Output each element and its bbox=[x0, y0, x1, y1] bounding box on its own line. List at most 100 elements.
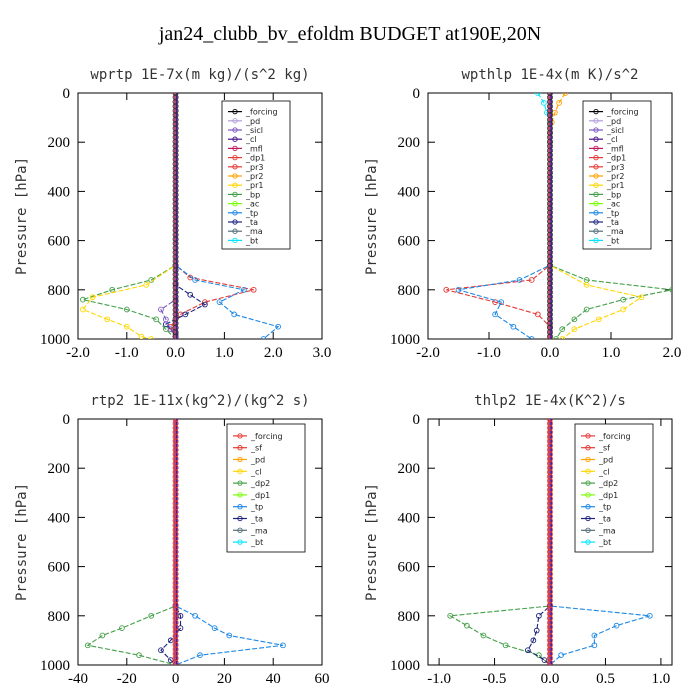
zero-profile-marker bbox=[172, 593, 179, 600]
series-point bbox=[556, 99, 563, 106]
legend-entry: _cl bbox=[606, 135, 618, 144]
series-point bbox=[280, 642, 286, 649]
series-point bbox=[447, 612, 454, 619]
zero-profile-marker bbox=[547, 544, 554, 551]
zero-profile-marker bbox=[172, 275, 179, 282]
zero-profile-marker bbox=[547, 98, 554, 105]
series-point bbox=[480, 632, 487, 639]
y-tick-label: 1000 bbox=[40, 658, 70, 674]
legend-entry: _pr2 bbox=[606, 172, 624, 181]
zero-profile-marker bbox=[547, 200, 554, 207]
zero-profile-marker bbox=[547, 324, 554, 331]
panel-title: rtp2 1E-11x(kg^2)/(kg^2 s) bbox=[90, 393, 309, 409]
series-point bbox=[119, 625, 125, 631]
zero-profile-marker bbox=[172, 293, 179, 300]
x-tick-label: -2.0 bbox=[66, 345, 90, 361]
legend-marker bbox=[232, 219, 238, 225]
zero-profile-marker bbox=[547, 187, 554, 194]
zero-profile-marker bbox=[547, 311, 554, 318]
zero-profile-marker bbox=[172, 455, 179, 462]
zero-profile-marker bbox=[547, 655, 554, 662]
zero-profile-marker bbox=[547, 182, 554, 189]
zero-profile-marker bbox=[172, 584, 179, 591]
series-point bbox=[202, 301, 208, 308]
zero-profile-marker bbox=[547, 504, 554, 511]
series-point bbox=[559, 326, 566, 333]
zero-profile-marker bbox=[547, 460, 554, 467]
series-point bbox=[541, 657, 548, 663]
series-point bbox=[534, 311, 541, 318]
zero-profile-marker bbox=[172, 469, 179, 476]
zero-profile-marker bbox=[547, 93, 553, 96]
legend-entry: _pd bbox=[245, 117, 260, 126]
zero-profile-marker bbox=[547, 293, 554, 300]
zero-profile-marker bbox=[547, 174, 554, 181]
legend-entry: _ma bbox=[606, 227, 624, 236]
zero-profile-marker bbox=[172, 249, 179, 256]
plot-area bbox=[80, 93, 281, 339]
legend-marker bbox=[593, 182, 599, 188]
zero-profile-marker bbox=[172, 446, 179, 453]
panel-1: wprtp 1E-7x(m kg)/(s^2 kg) Pressure [hPa]… bbox=[14, 67, 331, 361]
zero-profile-marker bbox=[172, 147, 179, 154]
y-tick-label: 1000 bbox=[40, 332, 70, 348]
zero-profile-marker bbox=[547, 508, 554, 515]
legend-marker bbox=[593, 108, 599, 115]
x-tick-label: 0 bbox=[172, 671, 180, 687]
zero-profile-marker bbox=[547, 94, 554, 101]
zero-profile-marker bbox=[547, 218, 554, 225]
zero-profile-marker bbox=[172, 151, 179, 158]
zero-profile-marker bbox=[547, 103, 554, 110]
legend-marker bbox=[232, 118, 238, 124]
legend-entry: _pd bbox=[250, 456, 265, 465]
x-tick-label: -1.0 bbox=[427, 671, 451, 687]
y-tick-label: 800 bbox=[48, 609, 71, 625]
x-tick-label: 0.0 bbox=[541, 345, 560, 361]
y-tick-label: 400 bbox=[398, 184, 421, 200]
legend-marker bbox=[237, 504, 243, 510]
series-point bbox=[162, 316, 169, 323]
zero-profile-marker bbox=[172, 262, 179, 269]
zero-profile-marker bbox=[172, 244, 179, 251]
zero-profile-marker bbox=[547, 178, 554, 185]
zero-profile-marker bbox=[172, 632, 179, 639]
legend-marker bbox=[593, 228, 599, 234]
y-tick-label: 600 bbox=[48, 234, 71, 250]
zero-profile-marker bbox=[547, 606, 554, 613]
series-point bbox=[536, 612, 542, 619]
zero-profile-marker bbox=[547, 419, 553, 422]
legend-entry: _sicl bbox=[245, 126, 263, 135]
zero-profile-marker bbox=[172, 311, 179, 318]
zero-profile-marker bbox=[172, 535, 179, 542]
series-point bbox=[502, 642, 509, 649]
zero-profile-marker bbox=[172, 508, 179, 515]
zero-profile-marker bbox=[547, 315, 554, 322]
zero-profile-marker bbox=[547, 143, 554, 150]
legend-entry: _pd bbox=[598, 456, 613, 465]
y-axis-label: Pressure [hPa] bbox=[14, 483, 30, 601]
zero-profile-marker bbox=[547, 442, 554, 449]
zero-profile-marker bbox=[172, 94, 179, 101]
zero-profile-marker bbox=[172, 553, 179, 560]
panel-title: wpthlp 1E-4x(m K)/s^2 bbox=[461, 67, 638, 83]
zero-profile-marker bbox=[547, 628, 554, 635]
y-tick-label: 0 bbox=[63, 412, 71, 428]
y-axis-label: Pressure [hPa] bbox=[364, 483, 380, 601]
zero-profile-marker bbox=[172, 196, 179, 203]
zero-profile-marker bbox=[172, 491, 179, 498]
series-point bbox=[562, 93, 569, 96]
zero-profile-marker bbox=[547, 464, 554, 471]
zero-profile-marker bbox=[547, 517, 554, 524]
zero-profile-marker bbox=[547, 196, 554, 203]
legend-entry: _ma bbox=[245, 227, 263, 236]
legend-entry: _tp bbox=[245, 209, 258, 218]
zero-profile-marker bbox=[172, 438, 179, 445]
series-line bbox=[458, 93, 551, 339]
zero-profile-marker bbox=[172, 205, 179, 212]
zero-profile-marker bbox=[172, 419, 179, 422]
legend-marker bbox=[232, 136, 238, 142]
plot-area bbox=[447, 419, 653, 665]
series-point bbox=[541, 99, 547, 106]
zero-profile-marker bbox=[172, 267, 179, 274]
y-tick-label: 1000 bbox=[390, 332, 420, 348]
